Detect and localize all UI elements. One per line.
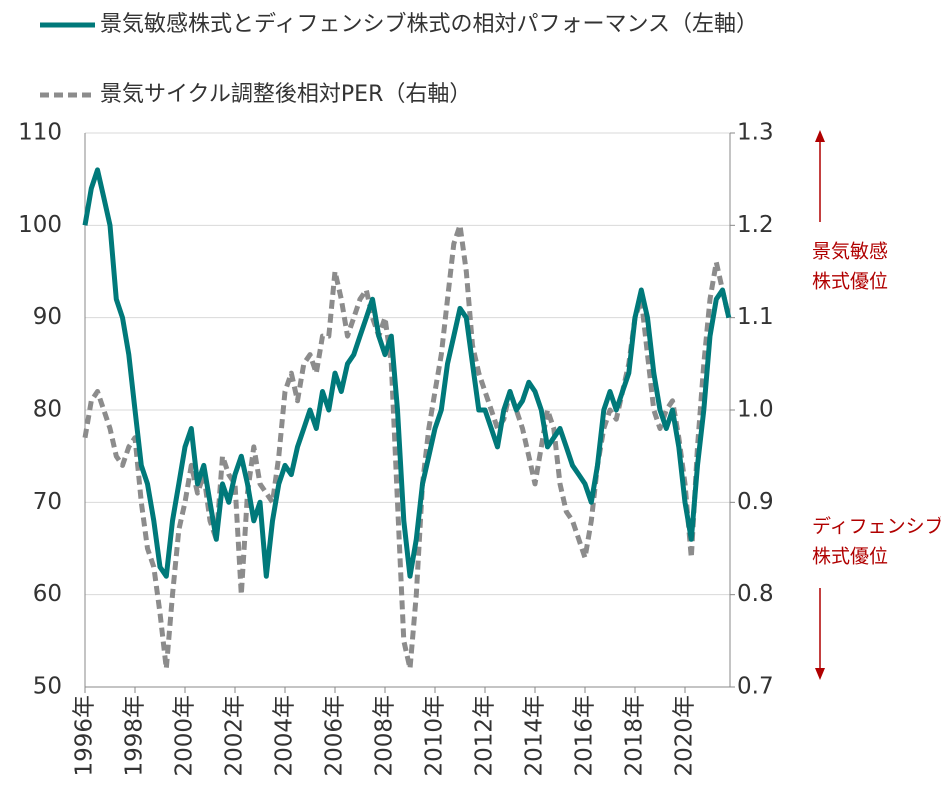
x-tick-label: 2014年 — [522, 695, 548, 777]
y-tick-label: 80 — [33, 397, 62, 423]
y-tick-label: 90 — [33, 304, 62, 330]
y-tick-label: 100 — [18, 212, 62, 238]
annotation-arrowhead — [815, 130, 825, 142]
annotation-arrowhead — [815, 668, 825, 680]
x-tick-label: 1998年 — [122, 695, 148, 777]
y2-tick-label: 0.7 — [737, 674, 774, 700]
y2-tick-label: 1.0 — [737, 397, 774, 423]
x-tick-label: 2006年 — [322, 695, 348, 777]
y2-tick-label: 0.9 — [737, 489, 774, 515]
y2-tick-label: 1.3 — [737, 120, 774, 146]
y-tick-label: 70 — [33, 489, 62, 515]
series-line — [82, 222, 732, 671]
y2-tick-label: 1.2 — [737, 212, 774, 238]
x-tick-label: 2010年 — [422, 695, 448, 777]
y2-tick-label: 1.1 — [737, 304, 774, 330]
x-tick-label: 2016年 — [572, 695, 598, 777]
y-tick-label: 60 — [33, 581, 62, 607]
x-tick-label: 2004年 — [272, 695, 298, 777]
y-tick-label: 50 — [33, 674, 62, 700]
annotation: ディフェンシブ — [812, 515, 941, 538]
x-tick-label: 2000年 — [172, 695, 198, 777]
annotation: 株式優位 — [812, 546, 888, 568]
series-line — [82, 167, 732, 579]
x-tick-label: 2020年 — [672, 695, 698, 777]
x-tick-label: 2002年 — [222, 695, 248, 777]
x-tick-label: 2018年 — [622, 695, 648, 777]
legend-label: 景気敏感株式とディフェンシブ株式の相対パフォーマンス（左軸） — [100, 12, 758, 37]
y2-tick-label: 0.8 — [737, 581, 774, 607]
legend-label: 景気サイクル調整後相対PER（右軸） — [100, 82, 471, 107]
x-tick-label: 2012年 — [472, 695, 498, 777]
x-tick-label: 1996年 — [72, 695, 98, 777]
x-tick-label: 2008年 — [372, 695, 398, 777]
annotation: 株式優位 — [812, 271, 888, 293]
y-tick-label: 110 — [18, 120, 62, 146]
annotation: 景気敏感 — [812, 241, 888, 263]
